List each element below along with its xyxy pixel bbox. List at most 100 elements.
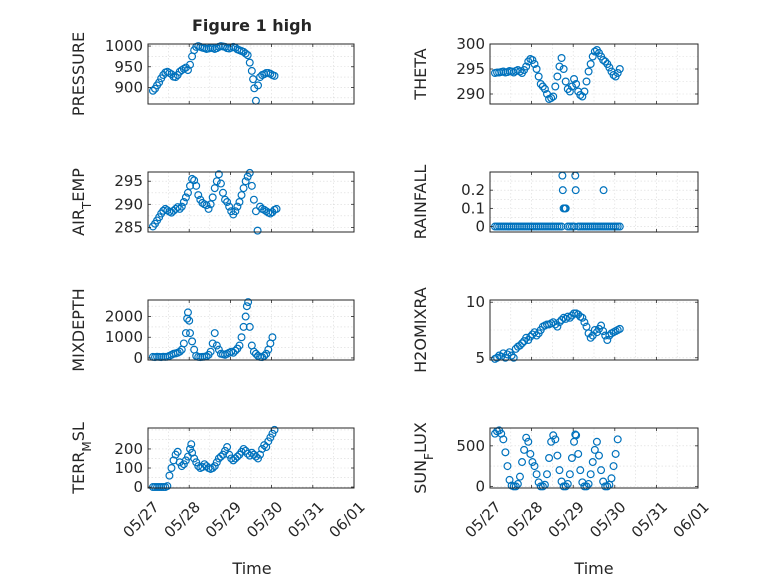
data-point [528,55,537,64]
x-tick-label: 05/27 [461,498,504,541]
data-point [198,198,207,207]
data-point [216,179,225,188]
data-point [561,314,570,323]
data-point [599,327,608,336]
y-tick-label: 0.1 [461,199,485,217]
y-tick-label: 0 [475,477,485,495]
data-point [532,64,541,73]
xlabel-right: Time [573,559,613,578]
data-point [538,82,547,91]
data-point [212,458,221,467]
data-point [551,320,560,329]
data-point [599,55,608,64]
data-point [526,449,535,458]
data-point [183,66,192,75]
data-point [231,346,240,355]
data-point [268,429,277,438]
data-point [253,226,262,235]
data-point [183,308,192,317]
data-point [576,466,585,475]
data-point [175,204,184,213]
data-point [613,435,622,444]
data-point [223,198,232,207]
data-point [233,202,242,211]
data-point [601,57,610,66]
data-point [223,443,232,452]
data-point [241,312,250,321]
data-point [574,449,583,458]
data-point [615,222,624,231]
data-point [181,456,190,465]
data-point [183,188,192,197]
data-point [563,479,572,488]
data-point [165,471,174,480]
y-axis-label: SUNFLUX [411,422,436,494]
data-point [607,474,616,483]
series-markers [148,42,279,105]
data-point [194,191,203,200]
data-point [571,430,580,439]
axes-border [489,299,699,361]
x-tick-label: 05/28 [161,498,204,541]
y-axis-label: AIRTEMP [69,168,94,236]
y-tick-label: 10 [466,293,485,311]
data-point [247,181,256,190]
y-tick-label: 900 [114,78,143,96]
data-point [561,77,570,86]
data-point [237,333,246,342]
data-point [559,64,568,73]
data-point [551,82,560,91]
data-point [204,204,213,213]
data-point [221,195,230,204]
y-tick-label: 0 [133,478,143,496]
y-tick-label: 295 [114,172,143,190]
data-point [563,84,572,93]
data-point [582,77,591,86]
data-point [518,339,527,348]
x-tick-label: 06/01 [325,498,368,541]
data-point [155,78,164,87]
data-point [586,333,595,342]
data-point [520,445,529,454]
data-point [553,322,562,331]
data-point [192,458,201,467]
data-point [571,186,580,195]
y-axis-label: RAINFALL [411,165,430,240]
data-point [148,86,157,95]
data-point [190,176,199,185]
data-point [243,51,252,60]
y-tick-label: 300 [456,35,485,53]
data-point [609,70,618,79]
x-tick-label: 05/29 [545,498,588,541]
data-point [553,451,562,460]
data-point [588,458,597,467]
data-point [565,87,574,96]
y-tick-label: 100 [114,459,143,477]
data-point [208,339,217,348]
data-point [493,353,502,362]
data-point [186,181,195,190]
data-point [584,479,593,488]
data-point [532,331,541,340]
data-point [597,466,606,475]
data-point [530,462,539,471]
data-point [231,207,240,216]
data-point [254,454,263,463]
data-point [590,47,599,56]
x-tick-label: 05/31 [284,498,327,541]
data-point [237,191,246,200]
data-point [192,181,201,190]
data-point [515,341,524,350]
y-tick-label: 200 [114,440,143,458]
data-point [239,184,248,193]
data-point [214,345,223,354]
data-point [524,437,533,446]
data-point [244,298,253,307]
data-point [553,72,562,81]
data-point [542,470,551,479]
x-tick-label: 05/30 [586,498,629,541]
y-axis-label: PRESSURE [69,32,88,116]
data-point [171,73,180,82]
